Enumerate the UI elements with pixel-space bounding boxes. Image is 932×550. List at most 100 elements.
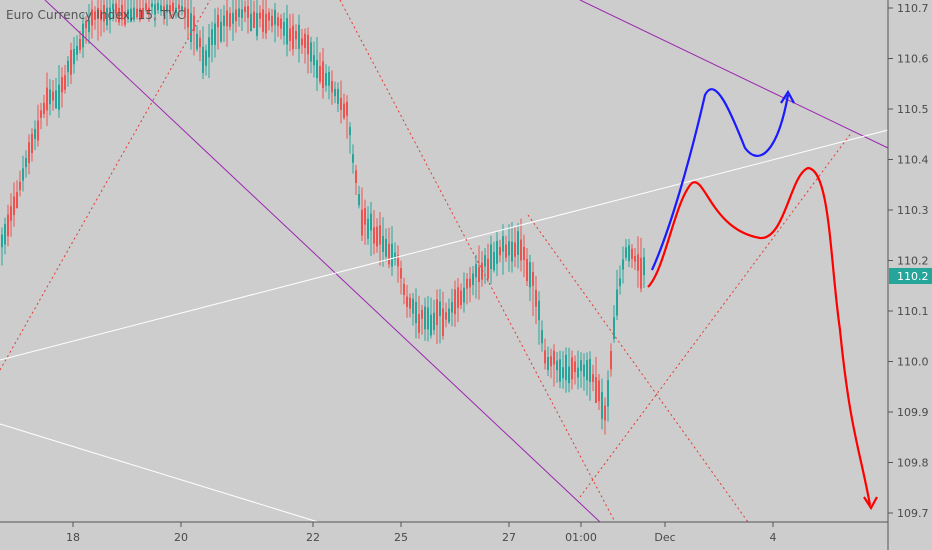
candle-body xyxy=(631,248,633,259)
candle-body xyxy=(61,77,63,93)
candle-body xyxy=(484,255,486,267)
candle-body xyxy=(205,50,207,66)
candle-body xyxy=(331,80,333,93)
candle-body xyxy=(355,170,357,184)
candle-body xyxy=(352,154,354,163)
candle-body xyxy=(403,283,405,296)
candle-body xyxy=(25,158,27,168)
candle-body xyxy=(520,239,522,261)
x-tick-label: 18 xyxy=(66,531,80,544)
candle-body xyxy=(55,90,57,109)
candle-body xyxy=(298,24,300,49)
y-tick-label: 110.5 xyxy=(897,103,929,116)
candle-body xyxy=(376,226,378,247)
candle-body xyxy=(511,241,513,262)
candle-body xyxy=(292,25,294,50)
y-tick-label: 110.3 xyxy=(897,204,929,217)
dotted-line-4 xyxy=(579,131,853,498)
candle-body xyxy=(133,7,135,20)
candle-body xyxy=(325,73,327,86)
candle-body xyxy=(262,9,264,32)
candle-body xyxy=(418,314,420,333)
candle-body xyxy=(424,306,426,330)
candle-body xyxy=(28,142,30,164)
lower-white-line xyxy=(0,423,319,523)
candle-body xyxy=(142,7,144,18)
candle-body xyxy=(16,192,18,209)
candle-body xyxy=(310,42,312,62)
candle-body xyxy=(160,5,162,12)
candle-body xyxy=(31,133,33,154)
candle-body xyxy=(244,6,246,13)
candle-body xyxy=(451,301,453,313)
bearish-arrowhead xyxy=(863,496,878,511)
candle-body xyxy=(178,4,180,10)
candle-body xyxy=(463,287,465,303)
candle-body xyxy=(547,356,549,371)
candle-body xyxy=(172,2,174,12)
candle-body xyxy=(322,61,324,89)
candle-body xyxy=(202,46,204,74)
candle-body xyxy=(613,317,615,340)
candle-body xyxy=(319,66,321,82)
candle-body xyxy=(340,97,342,110)
x-tick-label: 25 xyxy=(394,531,408,544)
candle-body xyxy=(247,5,249,18)
candle-body xyxy=(100,9,102,21)
candle-body xyxy=(361,209,363,236)
descending-channel-lower xyxy=(44,0,601,523)
x-axis-ticks: 18 20 22 25 27 01:00 Dec 4 xyxy=(66,522,777,544)
candle-body xyxy=(421,309,423,319)
candle-body xyxy=(508,241,510,256)
candle-body xyxy=(514,242,516,257)
rising-trendline xyxy=(0,129,889,361)
candle-body xyxy=(529,262,531,288)
candle-body xyxy=(625,247,627,258)
candle-body xyxy=(190,13,192,43)
candle-body xyxy=(121,4,123,20)
candle-body xyxy=(277,17,279,27)
candle-body xyxy=(445,312,447,320)
chart-title: Euro Currency Index, 15, TVC xyxy=(6,8,186,22)
candle-body xyxy=(22,168,24,181)
candle-body xyxy=(256,12,258,36)
candle-body xyxy=(571,357,573,380)
candle-body xyxy=(406,296,408,307)
candles-layer xyxy=(1,0,645,435)
candle-body xyxy=(211,29,213,45)
candle-body xyxy=(454,289,456,315)
candle-body xyxy=(382,235,384,252)
candle-body xyxy=(379,225,381,245)
candle-body xyxy=(286,18,288,45)
candle-body xyxy=(163,6,165,17)
candle-body xyxy=(94,11,96,20)
candle-body xyxy=(238,8,240,18)
candle-body xyxy=(367,218,369,239)
candle-body xyxy=(436,299,438,326)
candle-body xyxy=(370,213,372,231)
candle-body xyxy=(349,127,351,136)
candle-body xyxy=(337,88,339,104)
candle-body xyxy=(19,181,21,190)
candle-body xyxy=(241,9,243,18)
candle-body xyxy=(532,272,534,286)
candle-body xyxy=(1,234,3,248)
candle-body xyxy=(187,8,189,28)
y-tick-label: 110.4 xyxy=(897,154,929,167)
candle-body xyxy=(208,37,210,58)
candle-body xyxy=(88,20,90,33)
candle-body xyxy=(481,262,483,280)
bullish-projection xyxy=(650,88,790,271)
candle-body xyxy=(46,87,48,111)
candle-body xyxy=(544,350,546,364)
candle-body xyxy=(634,255,636,262)
candle-body xyxy=(595,377,597,403)
candle-body xyxy=(523,246,525,260)
candle-body xyxy=(592,374,594,382)
candle-body xyxy=(622,259,624,270)
candle-body xyxy=(358,194,360,206)
y-tick-label: 109.9 xyxy=(897,406,929,419)
candle-body xyxy=(280,18,282,29)
